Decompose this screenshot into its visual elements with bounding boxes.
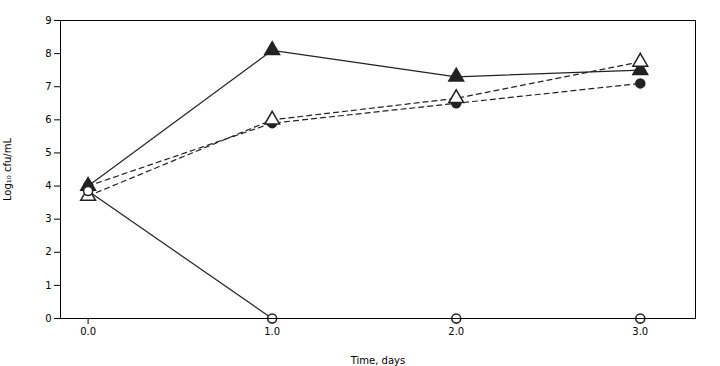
svg-text:2.0: 2.0 bbox=[448, 326, 464, 337]
svg-text:9: 9 bbox=[45, 15, 51, 26]
svg-text:1: 1 bbox=[45, 280, 51, 291]
svg-text:6: 6 bbox=[45, 114, 51, 125]
svg-text:1.0: 1.0 bbox=[264, 326, 280, 337]
svg-text:7: 7 bbox=[45, 81, 51, 92]
svg-text:2: 2 bbox=[45, 246, 51, 257]
svg-text:3: 3 bbox=[45, 213, 51, 224]
svg-text:Log₁₀ cfu/mL: Log₁₀ cfu/mL bbox=[2, 138, 13, 202]
svg-text:Time, days: Time, days bbox=[350, 355, 405, 366]
svg-text:0.0: 0.0 bbox=[80, 326, 96, 337]
svg-text:0: 0 bbox=[45, 313, 51, 324]
svg-text:3.0: 3.0 bbox=[632, 326, 648, 337]
svg-text:4: 4 bbox=[45, 180, 51, 191]
svg-text:8: 8 bbox=[45, 48, 51, 59]
svg-text:5: 5 bbox=[45, 147, 51, 158]
